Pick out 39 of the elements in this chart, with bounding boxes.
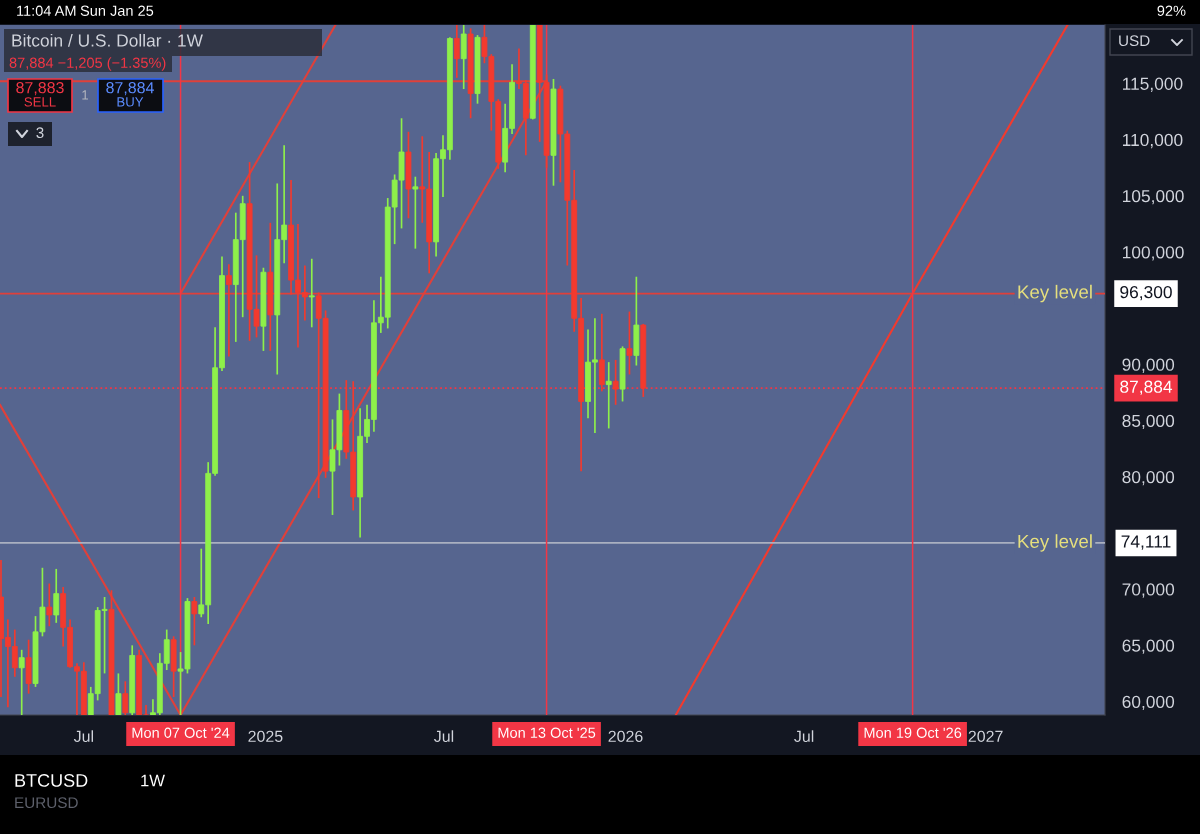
annotation: 1 — [82, 90, 89, 100]
x-tick-label: Jul — [73, 730, 93, 743]
text: EURUSD — [15, 797, 78, 809]
y-tick-label: 100,000 — [1122, 246, 1184, 261]
y-tick-label: 90,000 — [1122, 358, 1175, 373]
y-tick-label: 110,000 — [1122, 133, 1183, 149]
text: 92% — [1157, 5, 1186, 16]
text: 74,111 — [1121, 535, 1171, 550]
text: 87,884 — [1120, 380, 1173, 395]
x-tick-label: 2025 — [248, 730, 283, 743]
y-tick-label: 85,000 — [1122, 414, 1175, 430]
annotation: BUY — [117, 97, 144, 107]
y-tick-label: 105,000 — [1122, 189, 1184, 205]
ref-line-label: Mon 07 Oct '24 — [132, 727, 230, 738]
ref-line-label: Key level — [1018, 534, 1092, 552]
text: 87,884 −1,205 (−1.35%) — [9, 57, 166, 71]
x-tick-label: 2027 — [968, 730, 1003, 743]
ref-line-label: Key level — [1018, 284, 1092, 303]
annotation: 3 — [36, 127, 44, 139]
y-tick-label: 60,000 — [1122, 695, 1175, 711]
y-tick-label: 65,000 — [1122, 639, 1175, 654]
x-tick-label: Jul — [794, 730, 814, 743]
ref-line-label: Mon 13 Oct '25 — [498, 727, 596, 738]
text: 11:04 AM — [17, 5, 76, 16]
x-tick-label: Jul — [434, 730, 454, 743]
text: USD — [1119, 35, 1150, 47]
text: 96,300 — [1120, 285, 1172, 301]
annotation: 87,884 — [106, 81, 154, 96]
x-tick-label: 2026 — [608, 730, 643, 743]
y-tick-label: 70,000 — [1122, 583, 1175, 598]
text: Sun Jan 25 — [80, 5, 154, 16]
text: BTCUSD — [15, 774, 88, 787]
text: 1W — [141, 774, 165, 787]
annotation: 87,883 — [16, 81, 64, 96]
ref-line-label: Mon 19 Oct '26 — [864, 727, 962, 738]
chart-title: Bitcoin / U.S. Dollar · 1W — [12, 33, 203, 47]
y-tick-label: 80,000 — [1122, 470, 1175, 486]
annotation: SELL — [24, 97, 56, 107]
y-tick-label: 115,000 — [1122, 77, 1183, 92]
